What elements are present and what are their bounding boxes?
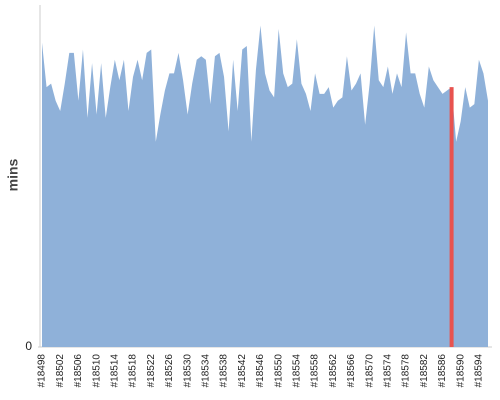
x-tick-label: #18546 [255, 354, 266, 388]
x-tick-label: #18594 [474, 354, 485, 388]
x-tick-label: #18554 [291, 354, 302, 388]
x-tick-label: #18570 [364, 354, 375, 388]
x-tick-label: #18542 [237, 354, 248, 388]
x-tick-label: #18582 [419, 354, 430, 388]
x-tick-label: #18558 [310, 354, 321, 388]
x-tick-label: #18590 [455, 354, 466, 388]
x-tick-label: #18518 [128, 354, 139, 388]
x-tick-label: #18538 [219, 354, 230, 388]
y-tick-label: 0 [25, 339, 32, 353]
area [42, 25, 488, 348]
x-tick-label: #18534 [200, 354, 211, 388]
x-tick-label: #18514 [109, 354, 120, 388]
x-tick-label: #18586 [437, 354, 448, 388]
x-tick-label: #18530 [182, 354, 193, 388]
y-axis-label: mins [5, 158, 21, 191]
x-tick-label: #18574 [383, 354, 394, 388]
x-tick-label: #18526 [164, 354, 175, 388]
x-tick-label: #18502 [55, 354, 66, 388]
x-tick-label: #18566 [346, 354, 357, 388]
x-tick-label: #18562 [328, 354, 339, 388]
x-tick-label: #18498 [37, 354, 48, 388]
x-tick-label: #18578 [401, 354, 412, 388]
x-tick-label: #18506 [73, 354, 84, 388]
x-tick-label: #18510 [91, 354, 102, 388]
x-tick-label: #18550 [273, 354, 284, 388]
x-tick-label: #18522 [146, 354, 157, 388]
